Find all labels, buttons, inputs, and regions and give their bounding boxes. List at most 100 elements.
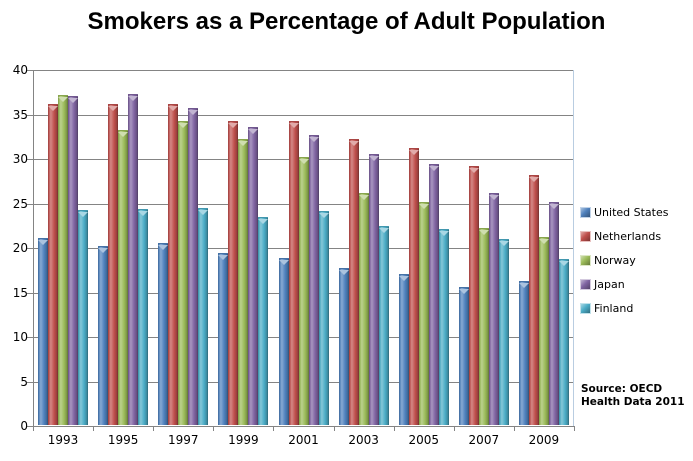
legend-label: Japan — [594, 277, 625, 291]
y-axis-tick-label: 30 — [12, 152, 28, 166]
gridline — [33, 114, 574, 116]
legend: United States Netherlands Norway Japan Finla… — [580, 200, 669, 320]
bar-netherlands-2001 — [288, 121, 299, 425]
x-axis-tick — [574, 426, 575, 431]
plot-right-border — [573, 70, 574, 427]
bar-norway-2001 — [298, 157, 309, 425]
bar-finland-2003 — [378, 225, 389, 425]
x-axis-tick-label: 1997 — [168, 433, 199, 447]
legend-label: United States — [594, 205, 669, 219]
x-axis-tick-label: 2001 — [288, 433, 319, 447]
bar-top-bevel — [298, 159, 309, 164]
bar-top-bevel — [118, 132, 129, 138]
bar-top-bevel — [228, 123, 239, 129]
plot-area: 0 5 10 15 20 25 30 35 40 1993 1995 1997 1999 2001 2003… — [13, 63, 575, 447]
x-axis-line — [33, 426, 574, 427]
y-axis-tick-label: 25 — [12, 196, 28, 211]
bar-top-bevel — [158, 245, 169, 251]
bar-japan-2009 — [548, 202, 559, 425]
x-axis-tick — [33, 426, 34, 431]
bar-norway-2009 — [538, 237, 549, 425]
bar-top-bevel — [168, 105, 179, 111]
bar-top-bevel — [278, 259, 289, 265]
bar-finland-1997 — [198, 207, 209, 425]
bar-japan-1995 — [128, 93, 139, 425]
legend-label: Netherlands — [594, 229, 662, 243]
bar-japan-1993 — [68, 95, 79, 425]
chart-title: Smokers as a Percentage of Adult Populat… — [87, 8, 606, 35]
y-axis-tick — [27, 337, 33, 338]
bar-top-bevel — [378, 227, 389, 233]
bar-top-bevel — [308, 136, 319, 142]
x-axis-tick-label: 1999 — [228, 433, 259, 447]
bar-top-bevel — [498, 240, 509, 246]
bar-netherlands-2003 — [348, 139, 359, 425]
bar-top-bevel — [218, 255, 229, 261]
legend-item-finland: Finland — [580, 296, 669, 320]
bar-top-bevel — [348, 141, 359, 147]
bar-top-bevel — [418, 203, 429, 209]
bar-top-bevel — [528, 176, 539, 182]
bar-top-bevel — [58, 96, 69, 102]
y-axis-tick — [27, 381, 33, 383]
bar-netherlands-1993 — [48, 103, 59, 425]
bar-japan-1997 — [188, 108, 199, 425]
legend-item-united-states: United States — [580, 200, 669, 224]
legend-label: Finland — [594, 301, 634, 315]
y-axis-tick — [27, 292, 33, 294]
x-axis-tick-label: 2009 — [528, 433, 560, 447]
bar-top-bevel — [398, 275, 409, 281]
x-axis-tick-label: 2005 — [408, 433, 439, 447]
bar-japan-2003 — [368, 154, 379, 425]
x-axis-tick-label: 1995 — [107, 433, 139, 447]
source-note: Source: OECD Health Data 2011 — [581, 383, 685, 409]
bar-top-bevel — [188, 110, 199, 116]
bar-top-bevel — [128, 95, 139, 101]
bar-united-states-2005 — [398, 273, 409, 425]
bar-top-bevel — [178, 123, 189, 129]
bar-top-bevel — [538, 239, 549, 245]
bar-top-bevel — [38, 240, 49, 245]
x-axis-tick — [273, 426, 275, 431]
x-axis-tick — [213, 426, 215, 431]
x-axis-tick — [153, 426, 155, 431]
bar-norway-2003 — [358, 192, 369, 425]
legend-swatch-icon — [580, 302, 591, 314]
bar-norway-1993 — [58, 94, 69, 425]
bar-norway-1997 — [178, 121, 189, 425]
x-axis-tick — [93, 426, 95, 431]
y-axis-tick — [27, 426, 33, 427]
bar-top-bevel — [478, 230, 489, 236]
legend-item-norway: Norway — [580, 248, 669, 272]
bar-top-bevel — [48, 105, 59, 111]
bar-netherlands-1999 — [228, 121, 239, 425]
bar-finland-1993 — [78, 210, 89, 425]
bar-norway-1995 — [118, 130, 129, 425]
y-axis-tick — [27, 114, 33, 116]
x-axis-tick — [393, 426, 395, 431]
y-axis-tick-label: 0 — [20, 419, 28, 433]
bar-japan-2007 — [488, 192, 499, 425]
bar-top-bevel — [548, 204, 559, 210]
x-axis-tick — [453, 426, 455, 431]
bar-top-bevel — [138, 210, 149, 216]
bar-top-bevel — [368, 156, 379, 162]
bar-finland-1995 — [138, 208, 149, 425]
legend-swatch-icon — [580, 254, 591, 266]
bar-united-states-1993 — [38, 238, 49, 425]
bar-top-bevel — [428, 166, 439, 172]
bar-netherlands-2009 — [528, 174, 539, 425]
gridline — [33, 70, 574, 71]
y-axis-line — [33, 70, 34, 427]
y-axis-tick-label: 15 — [12, 285, 28, 300]
bar-united-states-1997 — [158, 243, 169, 425]
legend-swatch-icon — [580, 230, 591, 242]
bar-finland-2009 — [558, 259, 569, 425]
bar-netherlands-1995 — [108, 103, 119, 425]
bar-finland-2001 — [318, 211, 329, 425]
x-axis-tick-label: 2007 — [468, 433, 500, 447]
bar-top-bevel — [468, 167, 479, 173]
bar-netherlands-2007 — [468, 165, 479, 425]
bar-top-bevel — [98, 248, 109, 253]
